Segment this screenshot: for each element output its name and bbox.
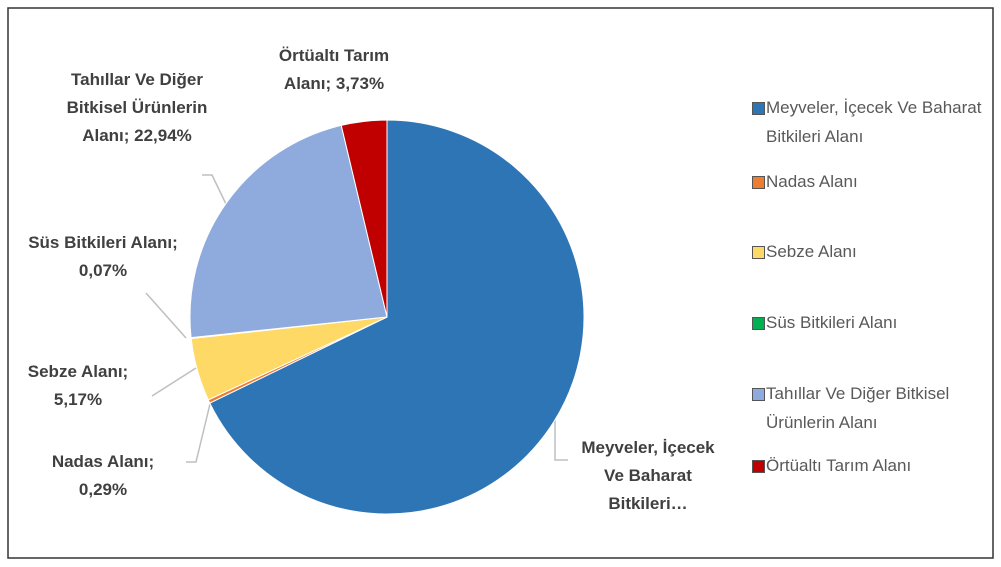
- data-label: Meyveler, İçecek Ve Baharat Bitkileri…: [581, 438, 715, 513]
- data-label: Süs Bitkileri Alanı; 0,07%: [28, 233, 178, 280]
- legend-swatch: [752, 102, 765, 115]
- data-label: Sebze Alanı; 5,17%: [27, 362, 129, 409]
- leader-lines: [145, 174, 568, 463]
- leader-line: [145, 292, 187, 339]
- pie-slice: [189, 124, 388, 339]
- data-label: Tahıllar Ve Diğer Bitkisel Ürünlerin Ala…: [66, 70, 208, 145]
- legend-swatch: [752, 317, 765, 330]
- data-label: Nadas Alanı; 0,29%: [51, 452, 155, 499]
- leader-line: [186, 403, 211, 463]
- legend-label: Sebze Alanı: [766, 242, 857, 261]
- legend-swatch: [752, 460, 765, 473]
- legend-label: Meyveler, İçecek Ve Baharat Bitkileri Al…: [766, 98, 982, 146]
- legend-label: Tahıllar Ve Diğer Bitkisel Ürünlerin Ala…: [766, 384, 950, 432]
- leader-line: [202, 174, 227, 205]
- legend-swatch: [752, 176, 765, 189]
- legend-label: Örtüaltı Tarım Alanı: [766, 456, 912, 475]
- pie-slice: [209, 119, 585, 515]
- leader-line: [151, 367, 197, 397]
- legend-swatch: [752, 388, 765, 401]
- data-label: Örtüaltı Tarım Alanı; 3,73%: [278, 46, 390, 93]
- leader-line: [554, 420, 568, 461]
- legend-label: Nadas Alanı: [766, 172, 858, 191]
- legend-label: Süs Bitkileri Alanı: [766, 313, 898, 332]
- pie-slice: [340, 119, 388, 318]
- legend-swatch: [752, 246, 765, 259]
